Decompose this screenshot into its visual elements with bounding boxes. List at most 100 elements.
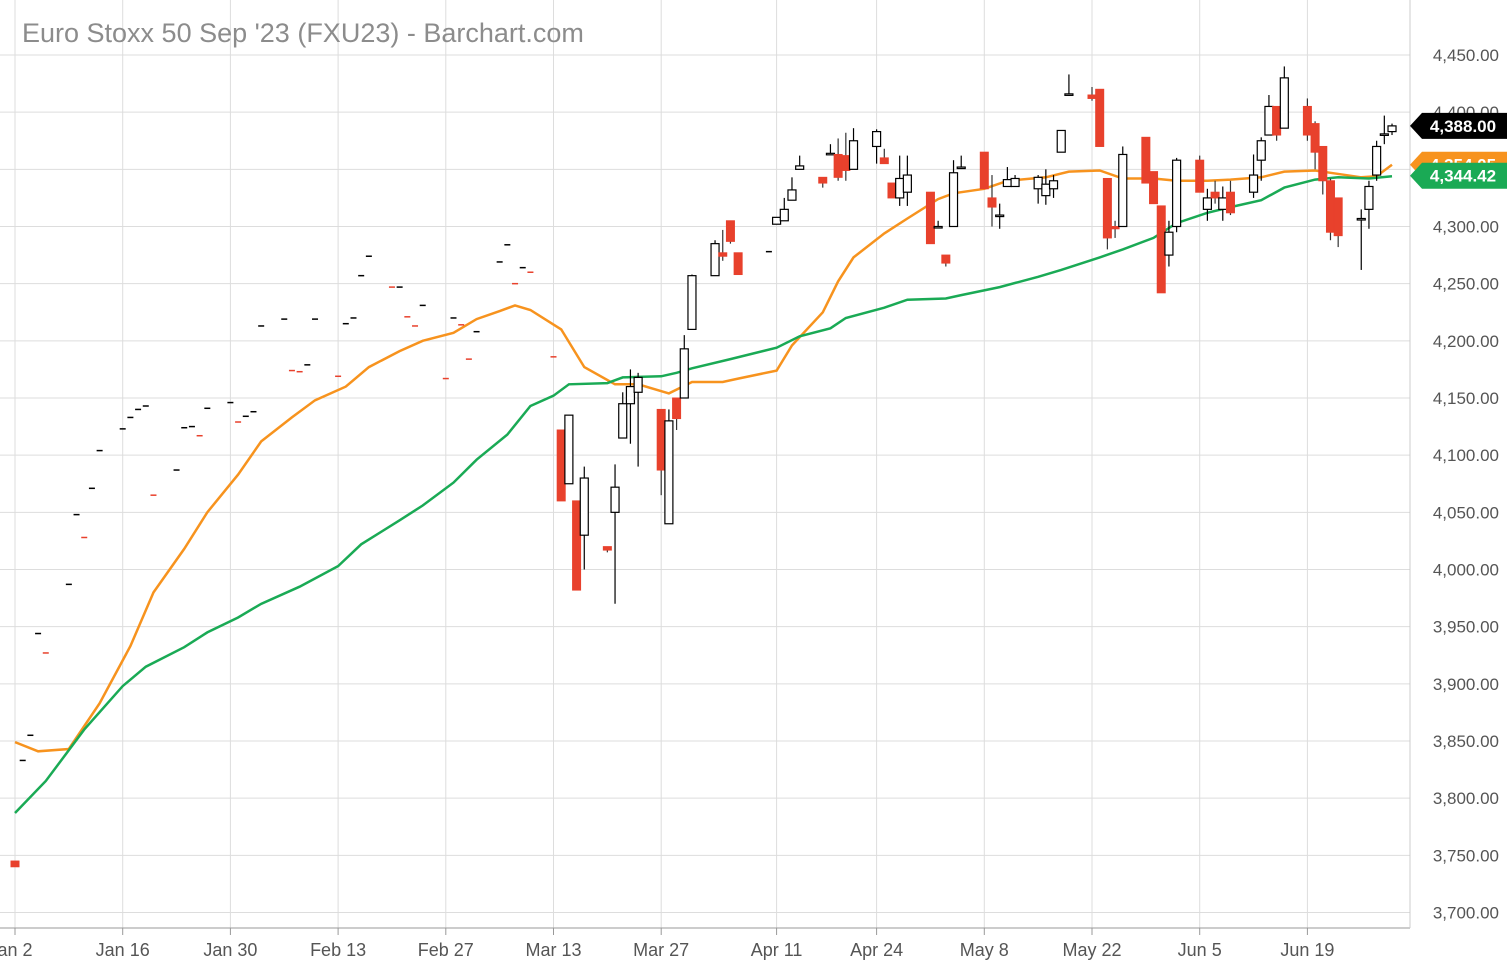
candle-body-down	[1087, 94, 1097, 99]
x-tick-label: May 22	[1062, 940, 1121, 960]
y-tick-label: 4,100.00	[1433, 446, 1499, 465]
candle-body-up	[1202, 197, 1212, 210]
candle-body-down	[572, 500, 582, 591]
candle-body-up	[1064, 93, 1074, 96]
candle-body-up	[1010, 177, 1020, 188]
candle-body-down	[602, 546, 612, 551]
candle-body-down	[1272, 105, 1282, 136]
x-tick-label: Mar 13	[525, 940, 581, 960]
candle-body-down	[725, 220, 735, 242]
candle-body-down	[656, 408, 666, 471]
x-tick-label: an 2	[0, 940, 33, 960]
y-tick-label: 3,850.00	[1433, 732, 1499, 751]
candle-body-up	[1164, 231, 1174, 256]
candle-body-up	[871, 131, 882, 148]
moving-average-line	[14, 163, 1393, 753]
candle-body-down	[987, 197, 997, 208]
candle-body-down	[556, 429, 566, 502]
candle-body-up	[1048, 180, 1059, 190]
candle-body-down	[841, 155, 851, 171]
y-tick-label: 4,050.00	[1433, 503, 1499, 522]
candle-body-down	[1325, 180, 1335, 233]
price-tag: 4,388.00	[1410, 112, 1507, 139]
candle-body-up	[579, 477, 589, 536]
candle-body-up	[771, 216, 782, 225]
candle-body-down	[941, 254, 951, 264]
candle-body-down	[1110, 226, 1120, 230]
y-tick-label: 4,000.00	[1433, 561, 1499, 580]
price-tag-label: 4,388.00	[1430, 117, 1496, 136]
x-tick-label: Feb 27	[418, 940, 474, 960]
candle-body-up	[787, 189, 797, 201]
candle-body-up	[1172, 159, 1182, 228]
candle-body-down	[925, 191, 935, 245]
y-tick-label: 4,200.00	[1433, 332, 1499, 351]
candle-body-up	[564, 414, 574, 485]
candle-body-up	[956, 166, 966, 170]
candle-body-down	[733, 252, 743, 276]
candle-body-up	[625, 385, 636, 405]
candle-body-down	[1333, 197, 1343, 237]
price-tag-bg	[1410, 112, 1507, 139]
x-tick-label: Apr 24	[850, 940, 903, 960]
candle-body-down	[1318, 145, 1328, 182]
candle-body-down	[10, 860, 20, 868]
candle-body-up	[1364, 185, 1374, 210]
candle-body-down	[1225, 191, 1235, 214]
y-tick-label: 4,250.00	[1433, 275, 1499, 294]
y-tick-label: 3,950.00	[1433, 618, 1499, 637]
candle-body-down	[818, 176, 828, 184]
y-tick-label: 4,150.00	[1433, 389, 1499, 408]
y-tick-label: 4,300.00	[1433, 218, 1499, 237]
candle-body-down	[1149, 171, 1159, 205]
candle-body-down	[879, 157, 889, 165]
candle-body-up	[679, 348, 689, 399]
candle-body-up	[1248, 174, 1259, 193]
candle-body-down	[1141, 136, 1151, 184]
candle-body-up	[687, 275, 697, 330]
candle-body-down	[833, 153, 843, 178]
candle-body-up	[610, 486, 620, 513]
y-tick-label: 3,750.00	[1433, 846, 1499, 865]
candle-body-up	[1041, 183, 1051, 197]
candle-body-up	[1256, 140, 1266, 161]
y-tick-label: 3,700.00	[1433, 904, 1499, 923]
candle-body-down	[1195, 159, 1205, 193]
candle-body-up	[779, 208, 789, 222]
x-tick-label: Mar 27	[633, 940, 689, 960]
candle-body-down	[718, 252, 728, 257]
candle-body-down	[1102, 177, 1112, 239]
candle-body-up	[948, 172, 959, 228]
candle-body-up	[1387, 125, 1397, 133]
candle-body-down	[887, 182, 897, 199]
candle-body-up	[895, 177, 905, 199]
x-tick-label: Feb 13	[310, 940, 366, 960]
x-tick-label: Jun 19	[1280, 940, 1334, 960]
candle-body-up	[1379, 133, 1389, 136]
price-tag: 4,344.42	[1410, 162, 1507, 189]
candle-body-up	[664, 420, 674, 525]
candle-body-up	[1279, 77, 1289, 129]
candle-body-up	[1372, 145, 1382, 176]
candle-body-up	[795, 165, 805, 170]
x-tick-label: Apr 11	[751, 940, 803, 960]
candle-body-up	[1264, 105, 1274, 136]
candle-body-up	[1356, 217, 1366, 221]
candle-body-up	[633, 376, 643, 393]
candle-body-down	[672, 397, 682, 420]
x-tick-label: Jun 5	[1178, 940, 1222, 960]
candle-body-up	[902, 174, 912, 193]
candle-body-up	[848, 140, 859, 170]
candle-body-up	[1118, 153, 1128, 228]
candle-body-up	[1056, 129, 1066, 153]
candle-body-down	[1156, 205, 1166, 294]
price-tag-bg	[1410, 162, 1507, 189]
candle-body-up	[995, 214, 1005, 218]
candle-body-down	[1310, 123, 1320, 153]
candle-body-up	[1002, 179, 1012, 188]
candle-body-up	[1033, 176, 1043, 190]
candle-body-up	[933, 225, 943, 229]
candle-body-down	[1302, 105, 1312, 136]
